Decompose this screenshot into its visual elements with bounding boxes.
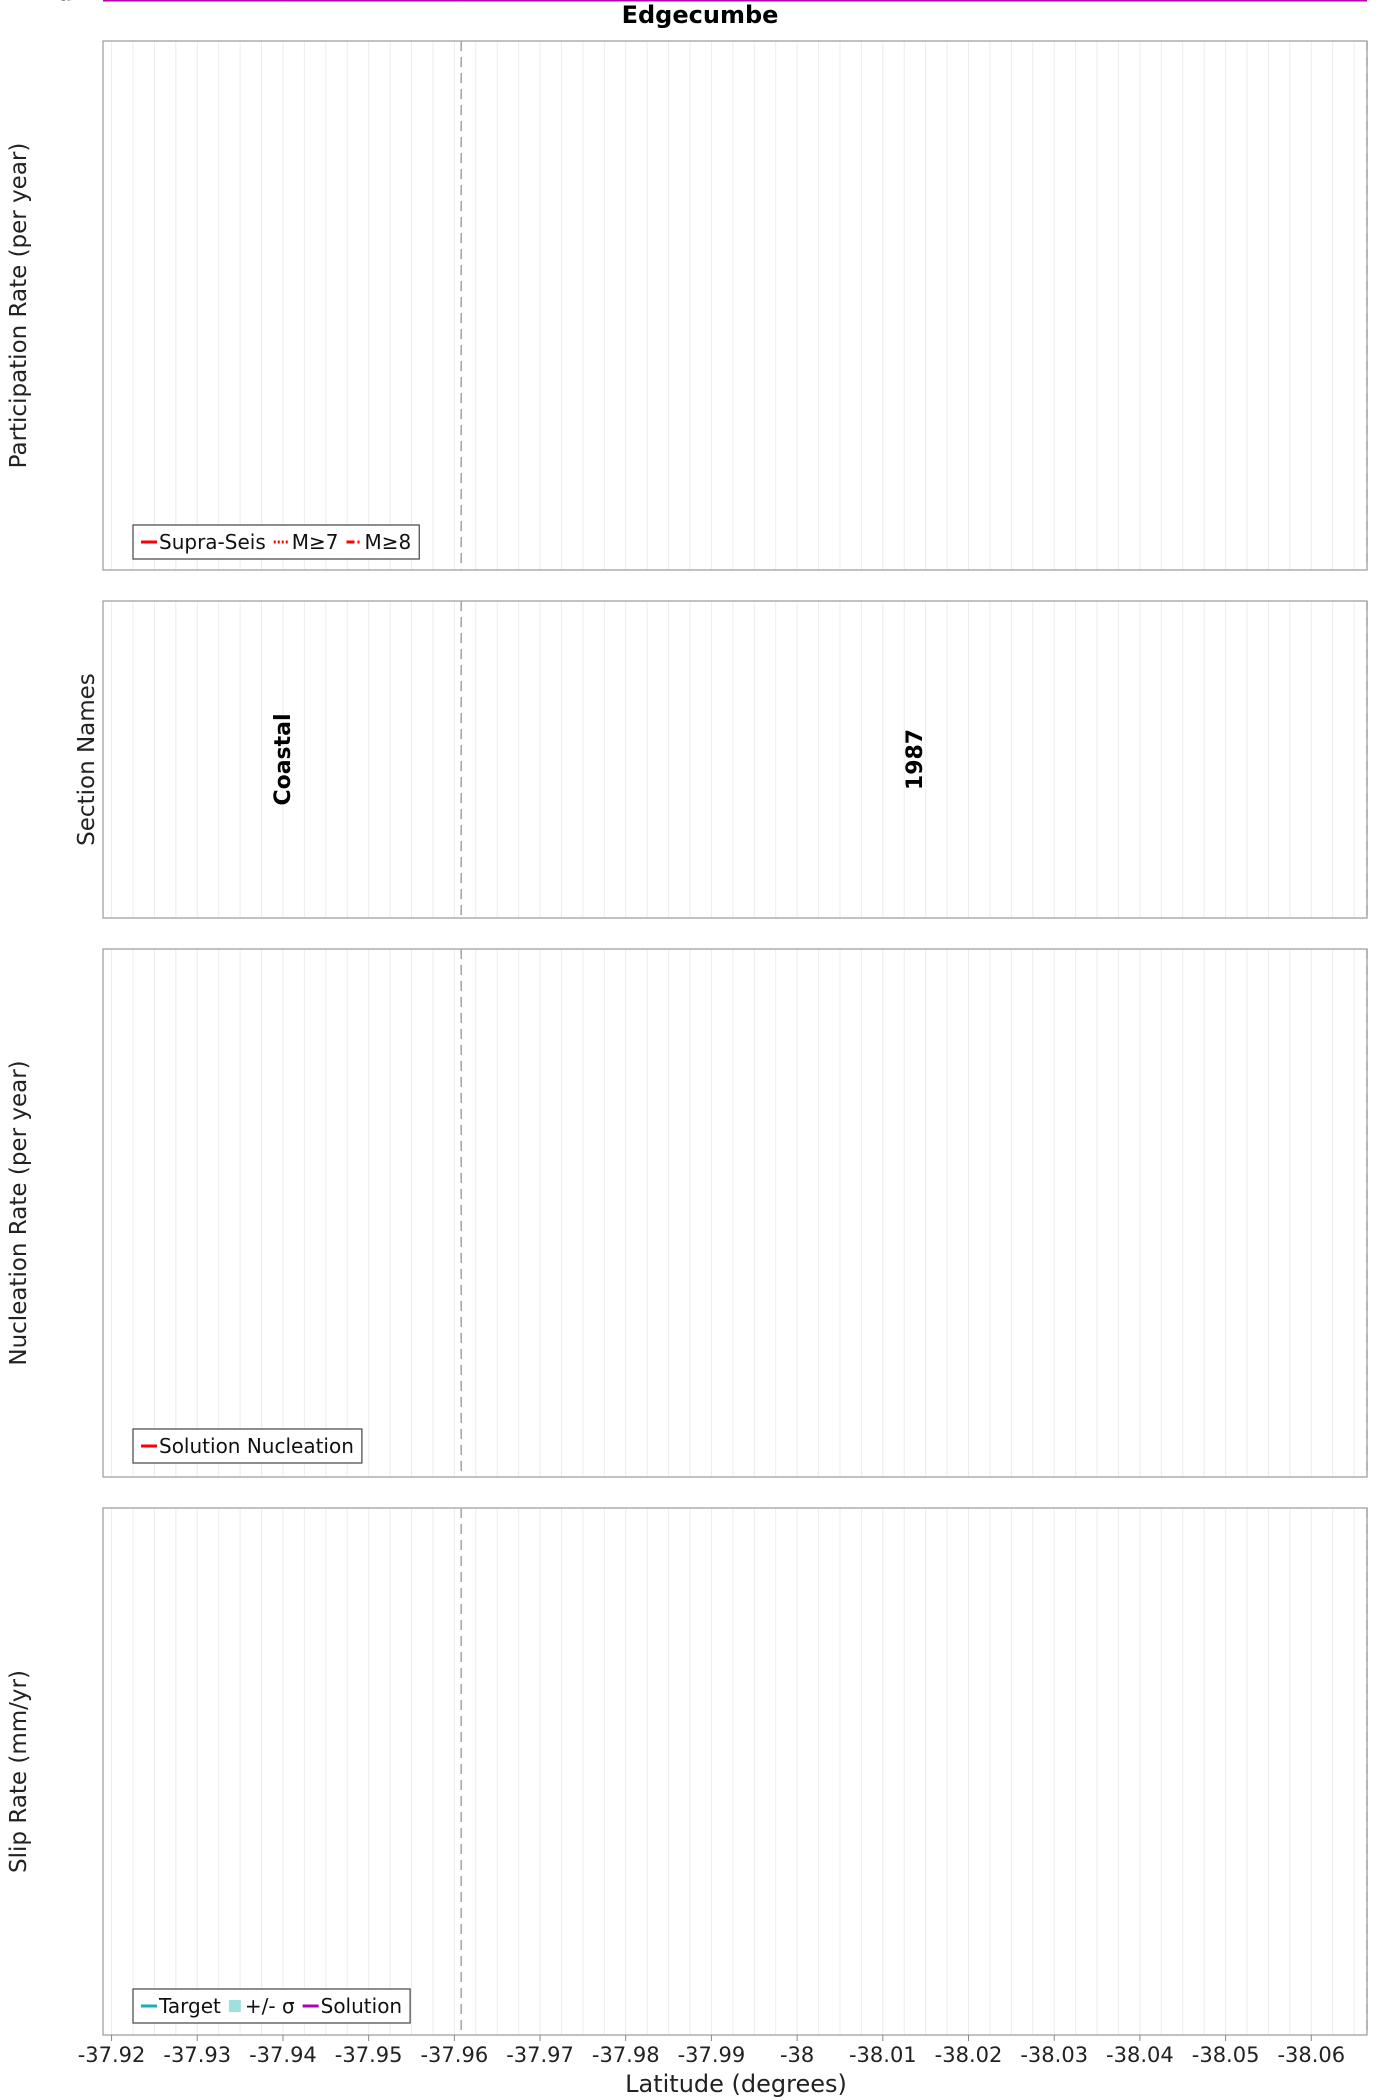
y-minor-tick-label: 2 [86,0,96,4]
x-tick-label: -38 [780,2043,814,2067]
y-tick-label: 10-5 [40,0,86,6]
y-minor-tick-label: 8 [86,0,96,4]
y-tick-label: 10-3 [40,0,86,6]
plot-area [103,1508,1367,2035]
legend-label: M≥7 [292,530,339,554]
plot-area [103,601,1367,918]
x-tick-label: -37.97 [506,2043,574,2067]
y-tick-label: 10-5 [40,0,86,6]
y-minor-tick-label: 8 [86,0,96,4]
y-minor-tick-label: 6 [86,0,96,4]
y-axis-label: Section Names [74,673,100,846]
y-tick-label: 101 [46,0,86,6]
x-tick-label: -37.95 [335,2043,403,2067]
x-axis-tick-labels: -37.92 -37.93 -37.94 -37.95 -37.96 -37.97 -37.… [78,2035,1345,2067]
y-tick-label: 10-6 [40,0,86,6]
x-tick-label: -38.05 [1192,2043,1260,2067]
section-name-label: Coastal [271,713,296,805]
y-minor-tick-label: 4 [86,0,96,4]
y-minor-tick-label: 3 [86,0,96,4]
legend-label: Supra-Seis [159,530,266,554]
y-tick-label: 10-4 [40,0,86,6]
x-axis-label: Latitude (degrees) [625,2070,847,2098]
y-minor-tick-label: 4 [86,0,96,4]
y-tick-label: 10-2 [40,0,86,6]
plot-area [103,41,1367,570]
legend-frame [132,1428,363,1464]
x-tick-label: -38.04 [1106,2043,1174,2067]
legend-label: Solution Nucleation [159,1434,354,1458]
y-tick-label: 100 [46,0,86,6]
legend: Target +/- σ Solution [132,1988,411,2024]
legend-frame [132,524,420,560]
x-tick-label: -37.92 [78,2043,146,2067]
plot-area [103,949,1367,1477]
figure-title: Edgecumbe [622,1,779,29]
y-minor-tick-label: 5 [86,0,96,4]
y-minor-tick-label: 6 [86,0,96,4]
x-tick-label: -38.06 [1277,2043,1345,2067]
legend: Solution Nucleation [132,1428,363,1464]
legend: Supra-Seis M≥7 M≥8 [132,524,420,560]
y-tick-label: 10-1 [40,0,86,6]
legend-background [133,1429,362,1463]
x-tick-label: -38.02 [935,2043,1003,2067]
slip-rate-panel: 10110010-110-2853285328532Slip Rate (mm/… [6,0,1368,2036]
y-minor-tick-label: 3 [86,0,96,4]
x-tick-label: -37.99 [678,2043,746,2067]
x-tick-label: -37.98 [592,2043,660,2067]
y-minor-tick-label: 8 [86,0,96,4]
plot-frame [102,600,1368,919]
y-minor-tick-label: 3 [86,0,96,4]
y-minor-tick-label: 2 [86,0,96,4]
legend-label: +/- σ [245,1994,295,2018]
x-tick-label: -37.96 [420,2043,488,2067]
section-name-label: 1987 [903,729,928,790]
nucleation-panel: 10-410-510-610-7 Nucleation Rate (per yea… [6,0,1368,1478]
y-axis-label: Nucleation Rate (per year) [6,1060,32,1365]
legend-label: Target [158,1994,221,2018]
legend-frame [132,1988,411,2024]
x-tick-label: -37.93 [163,2043,231,2067]
x-tick-label: -37.94 [249,2043,317,2067]
y-minor-tick-label: 8 [86,0,96,4]
y-minor-tick-label: 2 [86,0,96,4]
y-tick-label: 10-4 [40,0,86,6]
legend-background [133,1989,411,2023]
y-axis-label: Slip Rate (mm/yr) [6,1670,32,1873]
section-names-panel: Section Names Coastal 1987 [74,600,1368,919]
legend-label: Solution [321,1994,402,2018]
y-minor-tick-label: 3 [86,0,96,4]
legend-background [133,525,420,559]
legend-label: M≥8 [365,530,412,554]
y-minor-tick-label: 2 [86,0,96,4]
y-minor-tick-label: 5 [86,0,96,4]
legend-swatch [228,2000,241,2012]
y-tick-label: 10-7 [40,0,86,6]
x-tick-label: -38.01 [849,2043,917,2067]
y-minor-tick-label: 8 [86,0,96,4]
y-axis-label: Participation Rate (per year) [6,143,32,469]
x-tick-label: -38.03 [1020,2043,1088,2067]
participation-panel: 10-310-410-58643286432Participation Rate… [6,0,1368,571]
y-minor-tick-label: 2 [86,0,96,4]
y-minor-tick-label: 3 [86,0,96,4]
y-minor-tick-label: 5 [86,0,96,4]
